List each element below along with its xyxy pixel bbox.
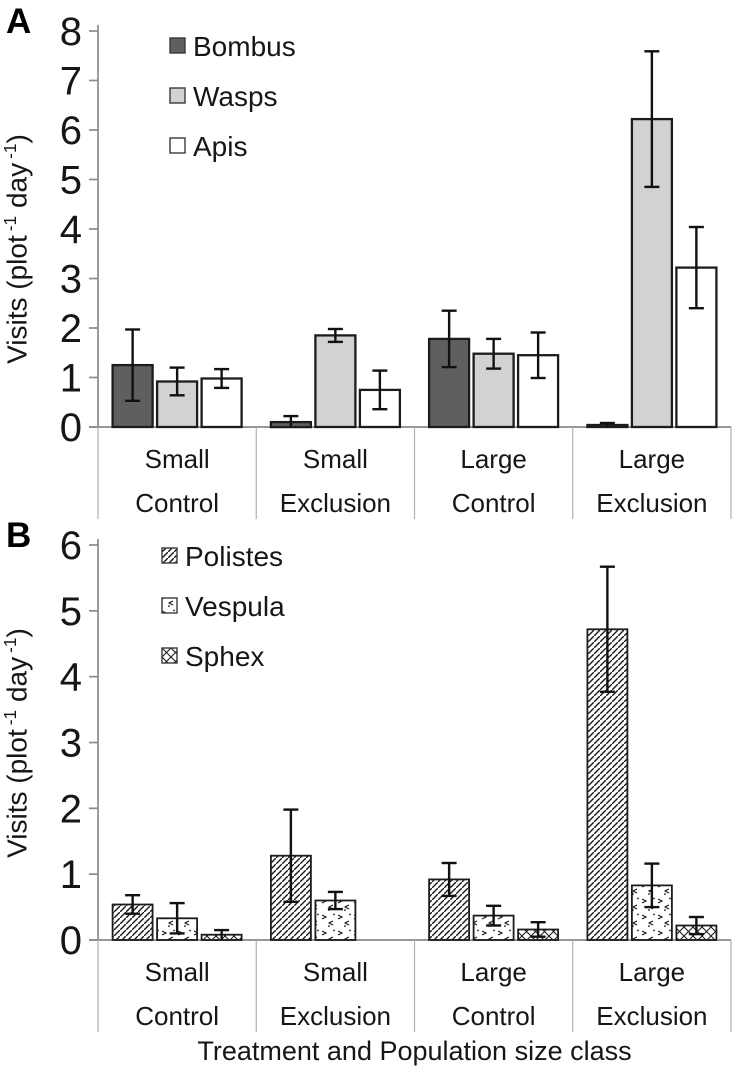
bar-wasps-group2 xyxy=(314,334,357,429)
x-axis-title: Treatment and Population size class xyxy=(197,1036,632,1066)
category-label-line1: Small xyxy=(145,444,210,474)
panel-b-plot: 0 1 2 3 4 5 6 Small Control Small Exclusion Large Co… xyxy=(60,524,732,1032)
category-label-line1: Large xyxy=(460,444,527,474)
y-tick-label: 2 xyxy=(60,307,82,351)
legend-label-wasps: Wasps xyxy=(193,81,278,112)
category-label-line2: Exclusion xyxy=(280,488,391,518)
legend-swatch-vespula xyxy=(161,597,178,614)
legend-label-apis: Apis xyxy=(193,131,247,162)
category-label-line1: Large xyxy=(619,957,686,987)
legend-swatch-polistes xyxy=(161,547,178,564)
category-label-line2: Control xyxy=(135,1001,219,1031)
y-tick-label: 1 xyxy=(60,853,82,897)
legend-label-polistes: Polistes xyxy=(185,541,283,572)
legend-label-bombus: Bombus xyxy=(193,31,296,62)
y-tick-label: 4 xyxy=(60,208,82,252)
y-tick-label: 7 xyxy=(60,60,82,104)
category-label-line2: Exclusion xyxy=(596,488,707,518)
y-tick-label: 8 xyxy=(60,10,82,54)
panel-a-plot: 0 1 2 3 4 5 6 7 8 Small Control Small Exclusion Large… xyxy=(60,10,732,519)
y-tick-label: 6 xyxy=(60,524,82,568)
y-tick-label: 4 xyxy=(60,656,82,700)
legend-swatch-sphex xyxy=(161,647,178,664)
y-tick-label: 3 xyxy=(60,722,82,766)
category-label-line2: Exclusion xyxy=(280,1001,391,1031)
category-label-line2: Exclusion xyxy=(596,1001,707,1031)
category-label-line1: Large xyxy=(460,957,527,987)
category-label-line2: Control xyxy=(452,488,536,518)
legend-swatch-wasps xyxy=(169,87,186,104)
legend-swatch-apis xyxy=(169,137,186,154)
category-label-line2: Control xyxy=(452,1001,536,1031)
y-tick-label: 2 xyxy=(60,787,82,831)
y-tick-label: 0 xyxy=(60,919,82,963)
y-tick-label: 6 xyxy=(60,109,82,153)
y-tick-label: 3 xyxy=(60,258,82,302)
bar-vespula-group3 xyxy=(472,914,515,941)
y-tick-label: 0 xyxy=(60,406,82,450)
category-label-line2: Control xyxy=(135,488,219,518)
y-tick-label: 1 xyxy=(60,357,82,401)
legend-swatch-bombus xyxy=(169,37,186,54)
legend-label-vespula: Vespula xyxy=(185,591,285,622)
y-tick-label: 5 xyxy=(60,159,82,203)
category-label-line1: Small xyxy=(303,444,368,474)
legend-label-sphex: Sphex xyxy=(185,641,264,672)
category-label-line1: Small xyxy=(303,957,368,987)
category-label-line1: Large xyxy=(619,444,686,474)
category-label-line1: Small xyxy=(145,957,210,987)
panel-b-label: B xyxy=(6,516,32,555)
panel-a-label: A xyxy=(6,2,32,41)
y-tick-label: 5 xyxy=(60,590,82,634)
